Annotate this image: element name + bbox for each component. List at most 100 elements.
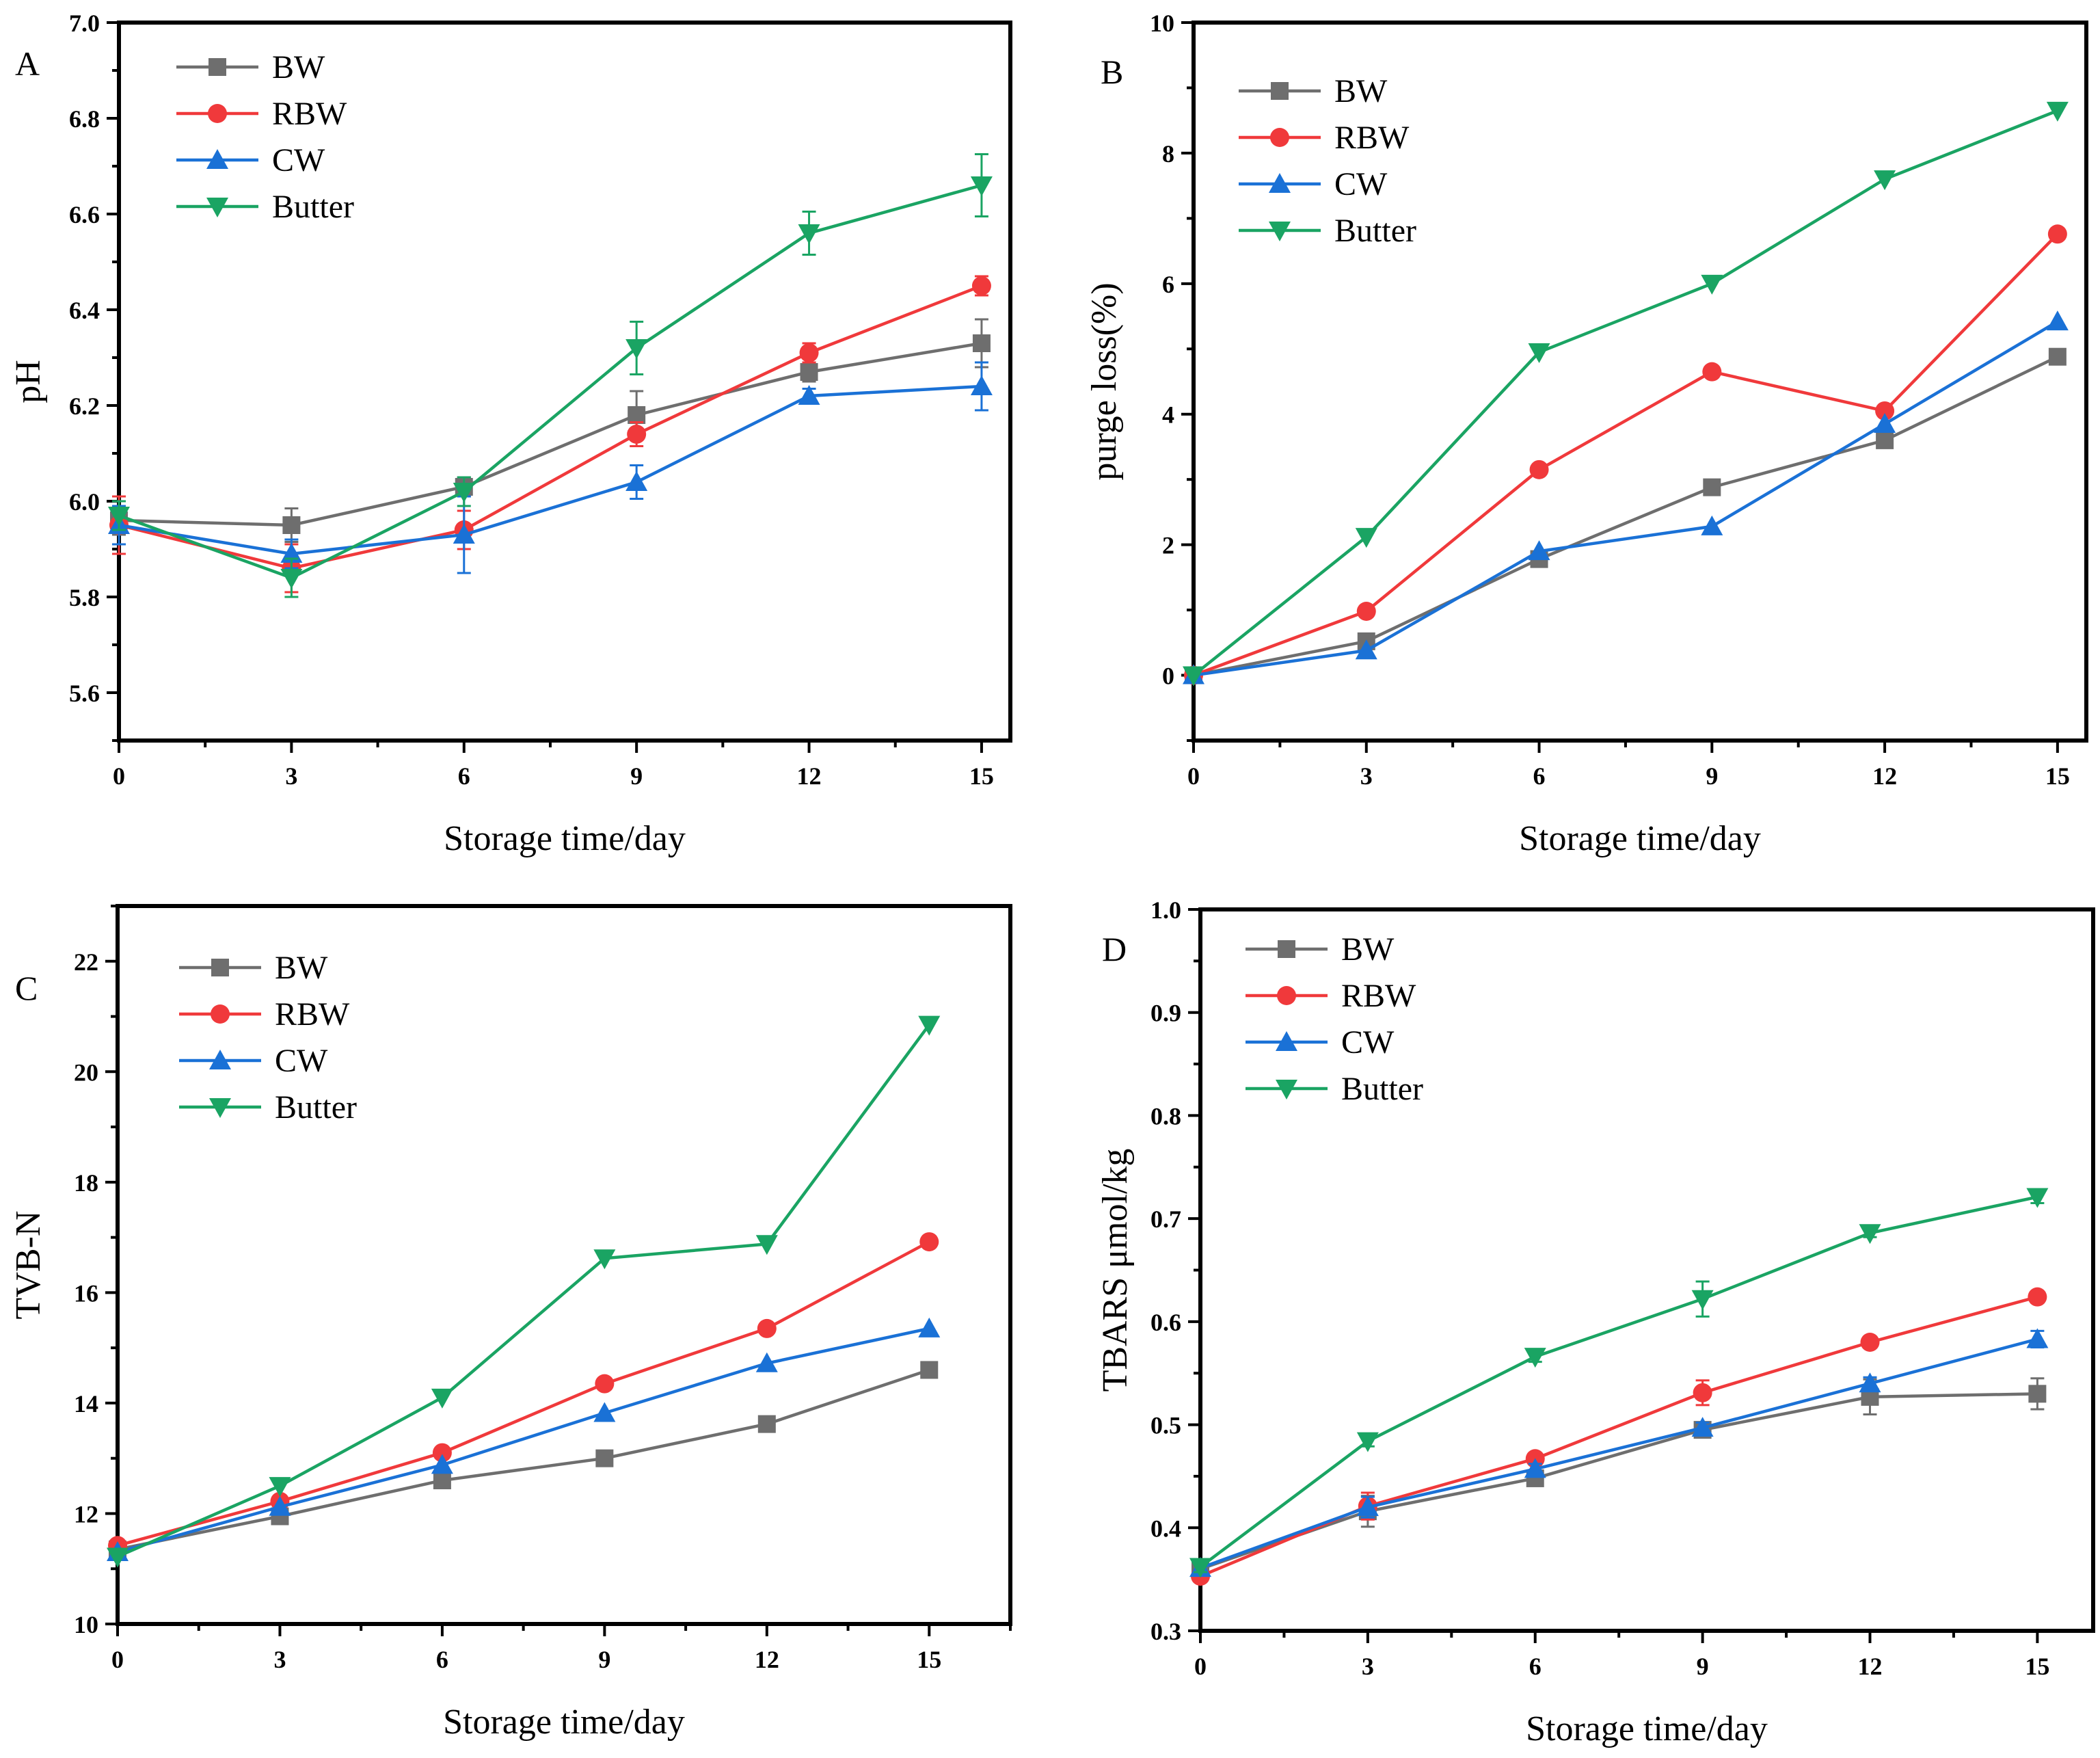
- legend-item-cw: CW: [1239, 166, 1388, 202]
- data-point-cw: [918, 1317, 941, 1337]
- data-point-cw: [593, 1402, 616, 1422]
- data-point-bw: [2028, 1385, 2047, 1403]
- legend-label: RBW: [1341, 978, 1416, 1014]
- data-point-butter: [593, 1249, 616, 1270]
- legend-label: BW: [275, 950, 328, 986]
- y-tick-label: 0.7: [1150, 1206, 1181, 1233]
- y-tick-label: 10: [1150, 10, 1174, 37]
- x-tick-label: 12: [1872, 762, 1897, 790]
- y-tick-label: 0.8: [1150, 1102, 1181, 1130]
- x-tick-label: 9: [1706, 762, 1718, 790]
- series-line-butter: [118, 183, 982, 580]
- legend: BW RBW CW Butter: [1246, 931, 1423, 1107]
- data-point-butter: [453, 483, 475, 503]
- series-rbw: [108, 1232, 939, 1556]
- x-axis-label: Storage time/day: [1526, 1709, 1768, 1748]
- series-rbw: [1184, 224, 2067, 685]
- y-tick-label: 2: [1162, 532, 1174, 559]
- data-point-rbw: [1702, 362, 1722, 382]
- legend-label: BW: [1334, 73, 1388, 109]
- legend-item-cw: CW: [1246, 1024, 1395, 1061]
- series-cw: [107, 1317, 941, 1561]
- data-point-cw: [755, 1352, 778, 1372]
- chart-panel-b: 0 3 6 9 12 15 0 2 4 6 8 10 Storage time/day purge los…: [1085, 10, 2088, 858]
- plot-frame: [116, 904, 1012, 1626]
- legend-marker: [1270, 128, 1289, 147]
- x-tick-label: 15: [2045, 762, 2070, 790]
- x-tick-label: 0: [1187, 762, 1200, 790]
- legend-item-bw: BW: [179, 950, 328, 986]
- legend-marker: [1276, 1080, 1297, 1100]
- data-point-bw: [282, 516, 301, 534]
- legend-label: RBW: [1334, 120, 1410, 156]
- legend-item-cw: CW: [176, 142, 325, 178]
- data-point-butter: [1524, 1348, 1546, 1368]
- x-tick-label: 12: [797, 762, 822, 790]
- legend-item-rbw: RBW: [1246, 978, 1416, 1014]
- legend-label: Butter: [1334, 213, 1416, 249]
- data-point-cw: [625, 471, 648, 491]
- chart-panel-c: 0 3 6 9 12 15 10 12 14 16 18 20 22 Storage time/day TV…: [9, 904, 1012, 1742]
- plot-frame: [1192, 21, 2088, 743]
- series-line-butter: [1199, 1195, 2038, 1569]
- x-axis-label: Storage time/day: [444, 819, 686, 858]
- y-tick-label: 7.0: [69, 10, 100, 37]
- x-axis-label: Storage time/day: [443, 1703, 685, 1742]
- y-tick-label: 0: [1162, 663, 1174, 690]
- legend-label: RBW: [275, 996, 350, 1033]
- data-point-bw: [433, 1471, 451, 1489]
- data-point-rbw: [919, 1232, 939, 1252]
- x-tick-label: 3: [1362, 1653, 1374, 1680]
- series-line-cw: [1200, 1337, 2038, 1570]
- data-point-butter: [1189, 1558, 1211, 1578]
- x-tick-label: 6: [458, 762, 470, 790]
- x-tick-label: 9: [1697, 1653, 1709, 1680]
- series-line-cw: [118, 384, 982, 556]
- legend-label: CW: [1341, 1024, 1395, 1061]
- legend-marker: [211, 959, 229, 976]
- y-tick-label: 5.6: [69, 680, 100, 707]
- series-cw: [108, 361, 993, 574]
- x-tick-label: 9: [598, 1646, 610, 1673]
- data-point-butter: [1691, 1290, 1714, 1310]
- legend-item-bw: BW: [176, 49, 325, 85]
- legend: BW RBW CW Butter: [179, 950, 357, 1126]
- data-point-cw: [1691, 1417, 1714, 1437]
- y-tick-label: 16: [74, 1279, 98, 1307]
- legend-marker: [208, 104, 227, 123]
- data-point-cw: [431, 1454, 453, 1474]
- y-tick-label: 0.9: [1150, 1000, 1181, 1027]
- legend-label: Butter: [272, 189, 354, 225]
- legend-marker: [1276, 1031, 1297, 1051]
- data-point-cw: [1874, 413, 1896, 434]
- y-tick-label: 0.5: [1150, 1412, 1181, 1439]
- legend-marker: [1278, 940, 1295, 958]
- data-point-butter: [1859, 1224, 1881, 1244]
- data-point-butter: [625, 339, 648, 359]
- data-point-cw: [269, 1495, 291, 1516]
- data-point-cw: [970, 375, 993, 395]
- data-point-bw: [920, 1361, 939, 1379]
- data-point-bw: [1703, 478, 1721, 496]
- legend-label: RBW: [272, 96, 347, 132]
- series-butter: [107, 1015, 941, 1568]
- series-line-bw: [117, 1368, 930, 1551]
- panel-label-a: A: [15, 44, 40, 83]
- data-point-cw: [453, 524, 475, 544]
- data-point-butter: [798, 224, 820, 244]
- x-tick-label: 3: [1360, 762, 1373, 790]
- y-tick-label: 20: [74, 1058, 98, 1086]
- data-point-butter: [2046, 101, 2069, 122]
- data-point-rbw: [1693, 1383, 1712, 1402]
- y-tick-label: 6.4: [69, 297, 100, 324]
- y-tick-label: 8: [1162, 140, 1174, 168]
- data-point-butter: [107, 1547, 129, 1568]
- data-point-butter: [280, 569, 303, 589]
- legend-item-butter: Butter: [179, 1089, 357, 1126]
- data-point-bw: [800, 363, 818, 381]
- y-axis: 10 12 14 16 18 20 22: [74, 905, 118, 1638]
- y-tick-label: 6.6: [69, 201, 100, 228]
- data-point-butter: [970, 176, 993, 196]
- legend-item-rbw: RBW: [1239, 120, 1410, 156]
- panel-label-d: D: [1102, 930, 1127, 968]
